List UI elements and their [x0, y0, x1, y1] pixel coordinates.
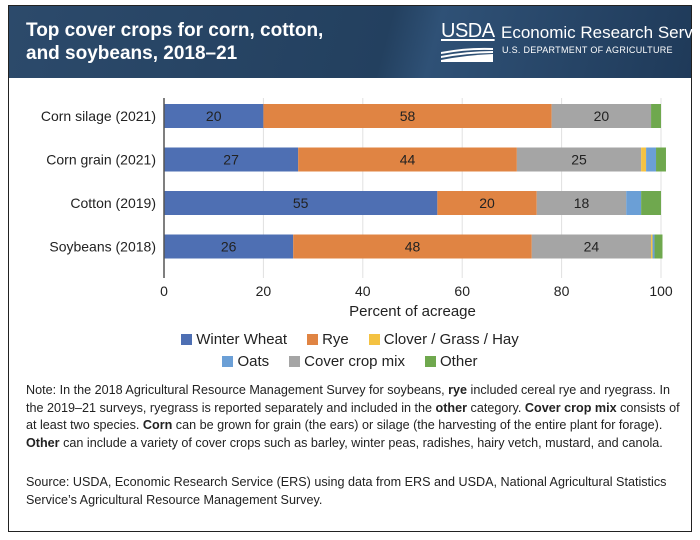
x-tick-label: 0 [160, 283, 168, 299]
legend-row-1: Winter Wheat Rye Clover / Grass / Hay [9, 329, 691, 351]
data-label: 20 [479, 195, 495, 211]
data-label: 27 [223, 152, 239, 168]
data-label: 18 [574, 195, 590, 211]
data-label: 55 [293, 195, 309, 211]
bar-segment-clover-grass-hay [651, 234, 653, 259]
agency-name: Economic Research Service [501, 23, 700, 42]
department-name: U.S. DEPARTMENT OF AGRICULTURE [502, 45, 673, 55]
bar-segment-other [651, 104, 661, 128]
x-tick-label: 80 [554, 283, 570, 299]
note-emphasis: rye [448, 383, 468, 397]
legend-swatch [368, 334, 380, 345]
legend-label: Winter Wheat [196, 331, 288, 348]
bar-segment-cover-crop-mix [551, 104, 652, 128]
x-tick-label: 100 [649, 283, 673, 299]
bar-segment-rye [298, 147, 517, 172]
legend-swatch [181, 334, 193, 345]
note-text: category. [467, 400, 525, 415]
legend-swatch [289, 356, 301, 367]
note-emphasis: Corn [142, 418, 173, 432]
legend: Winter Wheat Rye Clover / Grass / Hay Oats… [9, 329, 691, 373]
note-emphasis: other [435, 400, 468, 415]
data-label: 58 [400, 108, 416, 124]
bar-segment-cover-crop-mix [531, 234, 652, 259]
chart-frame: Top cover crops for corn, cotton, and so… [8, 5, 700, 532]
bar-segment-rye [293, 234, 532, 259]
bar-segment-rye [437, 191, 537, 215]
chart-note: Note: In the 2018 Agricultural Resource … [26, 382, 681, 452]
bar-segment-rye [263, 104, 552, 128]
bar-segment-oats [652, 234, 655, 259]
category-label: Cotton (2019) [70, 195, 156, 211]
bar-segment-cover-crop-mix [516, 147, 642, 172]
legend-label: Oats [237, 353, 270, 370]
note-text: can be grown for grain (the ears) or sil… [172, 418, 663, 432]
bar-segment-other [654, 234, 663, 259]
legend-swatch [222, 356, 234, 367]
bar-segment-other [656, 147, 666, 172]
chart-source: Source: USDA, Economic Research Service … [26, 475, 667, 507]
data-label: 44 [400, 152, 416, 168]
bar-segment-other [641, 191, 661, 215]
bar-segment-oats [646, 147, 657, 172]
stacked-bar-chart: 20 58 20 Corn silage (2021) 27 44 25 Corn grain… [41, 98, 673, 320]
legend-label: Rye [322, 331, 349, 348]
bar-segment-winter-wheat [164, 234, 294, 259]
bar-segment-winter-wheat [164, 191, 438, 215]
x-tick-label: 20 [256, 283, 272, 299]
x-axis-label: Percent of acreage [349, 303, 476, 320]
legend-item-cover-crop-mix: Cover crop mix [289, 351, 405, 373]
category-label: Soybeans (2018) [49, 239, 156, 255]
legend-label: Cover crop mix [304, 353, 406, 370]
bar-segment-oats [626, 191, 642, 215]
bar-segment-winter-wheat [164, 147, 299, 172]
legend-row-2: Oats Cover crop mix Other [9, 351, 691, 373]
note-text: can include a variety of cover crops suc… [59, 435, 663, 450]
legend-item-rye: Rye [307, 329, 349, 351]
note-text: Note: In the 2018 Agricultural Resource … [26, 383, 449, 397]
legend-item-clover-grass-hay: Clover / Grass / Hay [368, 329, 519, 351]
data-label: 48 [405, 239, 421, 255]
legend-item-winter-wheat: Winter Wheat [181, 329, 287, 351]
bar-segment-winter-wheat [164, 104, 264, 128]
note-text: consists of at least two species. [26, 400, 680, 433]
x-tick-label: 40 [355, 283, 371, 299]
usda-logo-word: USDA [441, 20, 495, 42]
data-label: 24 [584, 239, 600, 255]
data-label: 26 [221, 239, 237, 255]
data-label: 25 [571, 152, 587, 168]
chart-title: Top cover crops for corn, cotton, and so… [26, 20, 324, 64]
legend-item-oats: Oats [222, 351, 269, 373]
legend-swatch [307, 334, 319, 345]
note-emphasis: Other [26, 435, 60, 450]
legend-label: Clover / Grass / Hay [383, 331, 519, 348]
legend-swatch [425, 356, 437, 367]
category-label: Corn grain (2021) [46, 152, 156, 168]
bar-segment-cover-crop-mix [536, 191, 627, 215]
data-label: 20 [206, 108, 222, 124]
note-emphasis: Cover crop mix [524, 400, 617, 415]
usda-swoosh-icon [441, 47, 493, 62]
note-text: included cereal rye and ryegrass. In the… [26, 383, 671, 415]
legend-label: Other [440, 353, 478, 370]
category-label: Corn silage (2021) [41, 108, 156, 124]
data-label: 20 [594, 108, 610, 124]
x-tick-label: 60 [454, 283, 470, 299]
legend-item-other: Other [425, 351, 478, 373]
header-banner: Top cover crops for corn, cotton, and so… [9, 6, 700, 78]
bar-segment-clover-grass-hay [641, 147, 647, 172]
